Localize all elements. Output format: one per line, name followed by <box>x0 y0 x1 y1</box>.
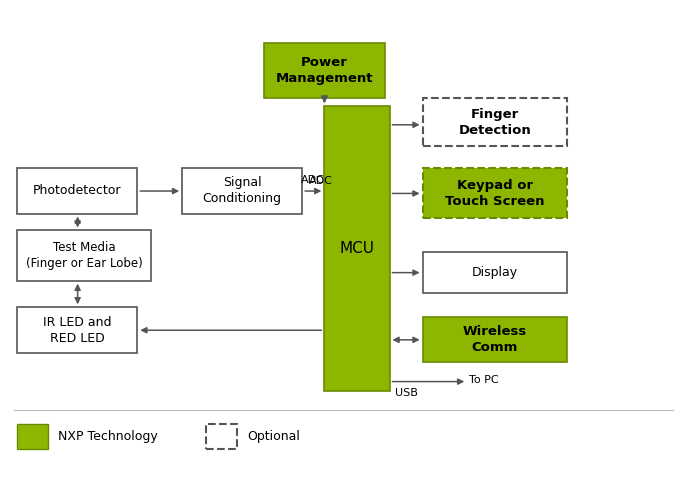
Text: Optional: Optional <box>247 430 300 443</box>
Text: Wireless
Comm: Wireless Comm <box>462 325 527 354</box>
Text: NXP Technology: NXP Technology <box>58 430 158 443</box>
Text: USB: USB <box>395 388 418 398</box>
Text: Finger
Detection: Finger Detection <box>458 108 531 137</box>
Text: Test Media
(Finger or Ear Lobe): Test Media (Finger or Ear Lobe) <box>26 241 142 270</box>
Text: IR LED and
RED LED: IR LED and RED LED <box>43 315 111 345</box>
Text: Photodetector: Photodetector <box>33 184 122 197</box>
FancyBboxPatch shape <box>17 307 137 353</box>
FancyBboxPatch shape <box>206 424 237 449</box>
FancyBboxPatch shape <box>182 168 302 214</box>
FancyBboxPatch shape <box>17 230 151 281</box>
FancyBboxPatch shape <box>324 106 390 391</box>
FancyBboxPatch shape <box>423 168 567 218</box>
Text: MCU: MCU <box>339 241 374 256</box>
FancyBboxPatch shape <box>423 317 567 362</box>
Text: Signal
Conditioning: Signal Conditioning <box>203 176 282 205</box>
FancyBboxPatch shape <box>17 168 137 214</box>
FancyBboxPatch shape <box>423 252 567 293</box>
Text: To PC: To PC <box>469 375 499 385</box>
Text: ADC: ADC <box>309 176 333 186</box>
Text: Display: Display <box>471 266 518 279</box>
Text: Power
Management: Power Management <box>276 56 373 85</box>
Text: Keypad or
Touch Screen: Keypad or Touch Screen <box>445 179 544 208</box>
Text: ADC: ADC <box>302 175 325 185</box>
FancyBboxPatch shape <box>17 424 48 449</box>
FancyBboxPatch shape <box>264 43 385 98</box>
FancyBboxPatch shape <box>423 98 567 146</box>
